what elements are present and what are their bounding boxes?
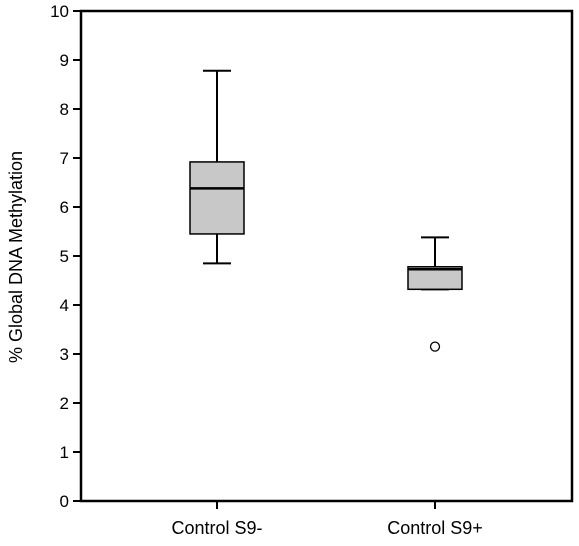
x-axis-labels: Control S9- Control S9+ <box>171 501 483 538</box>
y-tick-label: 10 <box>50 2 69 21</box>
y-axis-ticks: 0 1 2 3 4 5 6 7 8 9 10 <box>50 2 81 511</box>
y-tick-label: 3 <box>60 345 69 364</box>
y-tick-label: 5 <box>60 247 69 266</box>
x-category-label: Control S9- <box>171 518 262 538</box>
outlier-point <box>429 341 441 352</box>
y-tick-label: 2 <box>60 394 69 413</box>
y-axis-title: % Global DNA Methylation <box>6 151 26 363</box>
box-2 <box>407 236 463 352</box>
y-tick-label: 7 <box>60 149 69 168</box>
y-tick-label: 6 <box>60 198 69 217</box>
x-category-label: Control S9+ <box>387 518 483 538</box>
iqr-box <box>189 161 245 235</box>
box-series <box>189 69 463 352</box>
box-1 <box>189 69 245 265</box>
y-tick-label: 1 <box>60 443 69 462</box>
y-tick-label: 8 <box>60 100 69 119</box>
y-tick-label: 4 <box>60 296 69 315</box>
iqr-box <box>407 266 463 291</box>
y-tick-label: 0 <box>60 492 69 511</box>
y-tick-label: 9 <box>60 51 69 70</box>
plot-frame <box>79 9 574 503</box>
